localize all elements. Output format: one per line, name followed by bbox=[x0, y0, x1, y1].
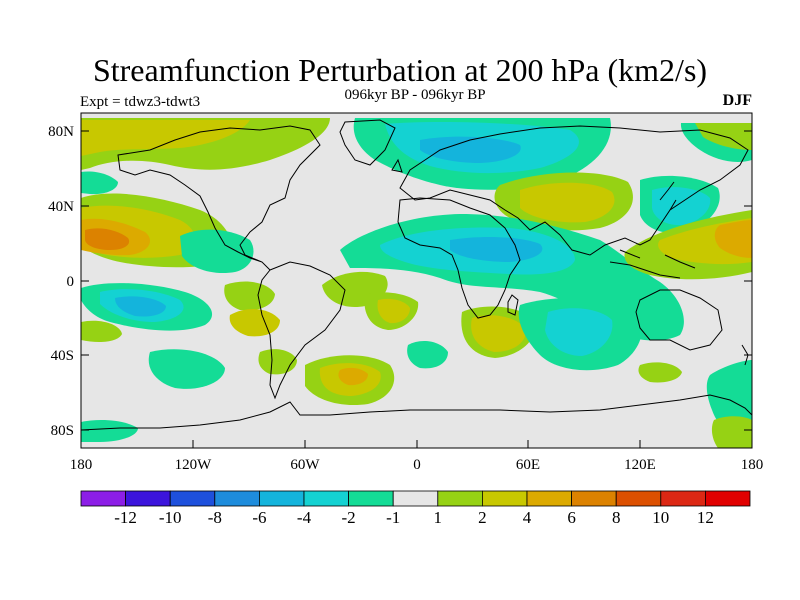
contour-region bbox=[714, 220, 752, 258]
contour-region bbox=[545, 308, 613, 356]
colorbar-box bbox=[392, 490, 439, 507]
contour-region bbox=[115, 296, 166, 317]
contour-region bbox=[258, 349, 297, 375]
colorbar-label: 2 bbox=[478, 508, 487, 527]
colorbar-box bbox=[125, 490, 171, 507]
colorbar-box bbox=[615, 490, 662, 507]
lat-tick-labels: 80N 40N 0 40S 80S bbox=[48, 124, 74, 439]
lon-tick-label: 180 bbox=[741, 457, 764, 473]
colorbar-label: 8 bbox=[612, 508, 621, 527]
coastline-australia bbox=[635, 289, 723, 351]
season-label: DJF bbox=[722, 92, 752, 109]
colorbar-label: 10 bbox=[652, 508, 669, 527]
contour-region bbox=[81, 320, 122, 342]
lon-tick-label: 60W bbox=[290, 457, 320, 473]
colorbar-labels: -12 -10 -8 -6 -4 -2 -1 1 2 4 6 8 10 12 bbox=[114, 508, 714, 527]
colorbar-label: -1 bbox=[386, 508, 400, 527]
colorbar-box bbox=[348, 490, 394, 507]
experiment-label: Expt = tdwz3-tdwt3 bbox=[80, 94, 201, 110]
lon-tick-label: 60E bbox=[516, 457, 540, 473]
lat-tick-marks bbox=[81, 130, 752, 431]
coastline-antarctica bbox=[81, 394, 752, 431]
coastline-uk bbox=[391, 158, 403, 173]
lat-tick-label: 80S bbox=[51, 423, 74, 439]
contour-region bbox=[377, 298, 410, 324]
contour-region bbox=[471, 315, 526, 352]
coastline-south-america bbox=[257, 261, 346, 400]
contour-region bbox=[407, 340, 448, 369]
contour-region bbox=[148, 349, 225, 389]
colorbar-box bbox=[526, 490, 572, 507]
colorbar-label: -8 bbox=[208, 508, 222, 527]
colorbar-label: 1 bbox=[434, 508, 443, 527]
colorbar-label: -4 bbox=[297, 508, 312, 527]
lon-tick-labels: 180 120W 60W 0 60E 120E 180 bbox=[70, 457, 764, 473]
colorbar-box bbox=[303, 490, 349, 507]
coastline-north-america bbox=[117, 125, 321, 271]
lat-tick-label: 40S bbox=[51, 348, 74, 364]
contour-region bbox=[224, 281, 275, 311]
colorbar-box bbox=[214, 490, 260, 507]
colorbar-box bbox=[169, 490, 216, 507]
coastline-indonesia bbox=[609, 249, 696, 279]
colorbar bbox=[80, 490, 751, 507]
colorbar-label: -6 bbox=[252, 508, 266, 527]
colorbar-box bbox=[481, 490, 528, 507]
contour-region bbox=[85, 228, 130, 250]
colorbar-label: -10 bbox=[159, 508, 182, 527]
coastline-madagascar bbox=[507, 294, 519, 316]
map-title: Streamfunction Perturbation at 200 hPa (… bbox=[92, 52, 708, 88]
colorbar-label: -2 bbox=[342, 508, 356, 527]
contour-region bbox=[81, 171, 118, 195]
coastline-greenland bbox=[339, 119, 396, 166]
contour-region bbox=[450, 236, 543, 262]
contour-region bbox=[180, 229, 254, 274]
colorbar-box bbox=[80, 490, 126, 507]
colorbar-label: -12 bbox=[114, 508, 137, 527]
contour-region bbox=[81, 120, 250, 156]
contour-region bbox=[420, 136, 521, 163]
contour-fields bbox=[81, 118, 752, 448]
map-subtitle: 096kyr BP - 096kyr BP bbox=[344, 87, 486, 103]
lat-tick-label: 80N bbox=[48, 124, 74, 140]
lon-tick-label: 0 bbox=[413, 457, 421, 473]
colorbar-box bbox=[705, 490, 751, 507]
lat-tick-label: 40N bbox=[48, 199, 74, 215]
coastline-africa bbox=[397, 197, 521, 319]
lon-tick-label: 120W bbox=[175, 457, 213, 473]
contour-region bbox=[711, 416, 752, 448]
colorbar-box bbox=[660, 490, 706, 507]
colorbar-label: 12 bbox=[697, 508, 714, 527]
contour-region bbox=[520, 182, 615, 223]
lon-tick-label: 180 bbox=[70, 457, 93, 473]
lon-tick-label: 120E bbox=[624, 457, 656, 473]
coastline-eurasia bbox=[399, 125, 749, 256]
colorbar-box bbox=[437, 490, 483, 507]
contour-region bbox=[338, 367, 368, 386]
colorbar-box bbox=[571, 490, 617, 507]
colorbar-label: 4 bbox=[523, 508, 532, 527]
coastline-japan bbox=[659, 181, 677, 211]
contour-region bbox=[638, 362, 682, 383]
contour-region bbox=[81, 420, 138, 442]
coastlines bbox=[81, 119, 752, 431]
lon-tick-marks bbox=[80, 440, 753, 448]
colorbar-box bbox=[258, 490, 305, 507]
lat-tick-label: 0 bbox=[67, 274, 75, 290]
colorbar-label: 6 bbox=[567, 508, 576, 527]
